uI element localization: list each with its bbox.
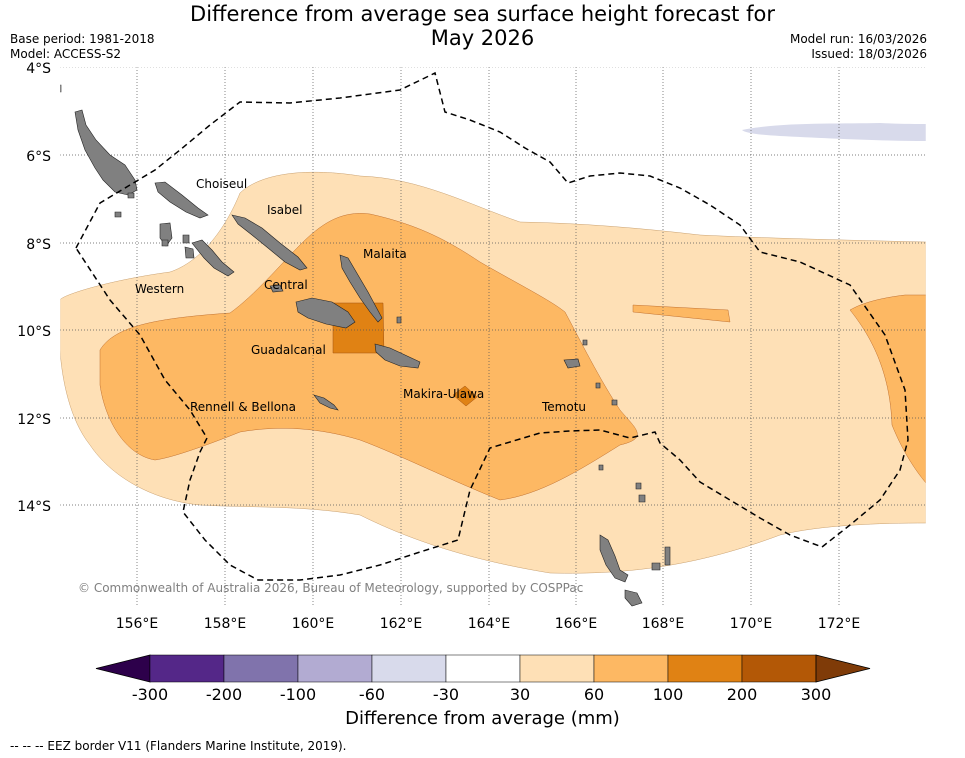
title-line2: May 2026 — [430, 26, 535, 50]
province-label: Makira-Ulawa — [403, 387, 484, 401]
colorbar-tick-label: -60 — [359, 685, 385, 704]
lat-label: 4°S — [26, 61, 51, 77]
lon-label: 160°E — [292, 616, 335, 632]
lat-label: 10°S — [17, 324, 51, 340]
meta-right: Model run: 16/03/2026 Issued: 18/03/2026 — [790, 32, 927, 62]
colorbar-tick-label: 30 — [510, 685, 530, 704]
lat-label: 6°S — [26, 149, 51, 165]
island-isabel — [231, 214, 308, 271]
contour-100-200-small — [452, 385, 478, 407]
island-small-6 — [651, 562, 661, 571]
colorbar-bin — [741, 654, 817, 683]
island-small-12 — [60, 84, 62, 93]
colorbar-tick-label: 100 — [653, 685, 684, 704]
island-small-7 — [664, 546, 671, 566]
colorbar-tick-label: 300 — [801, 685, 832, 704]
colorbar-bin — [297, 654, 373, 683]
model-name: Model: ACCESS-S2 — [10, 47, 122, 61]
lon-label: 166°E — [555, 616, 598, 632]
colorbar-tick-label: -30 — [433, 685, 459, 704]
island-bougainville — [74, 109, 138, 196]
island-small-10 — [182, 234, 190, 244]
island-small-1 — [582, 339, 588, 346]
lat-label: 12°S — [17, 412, 51, 428]
issued-date: Issued: 18/03/2026 — [811, 47, 927, 61]
colorbar: -300 -200 -100 -60 -30 30 60 100 200 300 — [95, 654, 871, 704]
island-florida — [269, 284, 284, 293]
island-malaita — [339, 254, 383, 323]
lon-label: 172°E — [818, 616, 861, 632]
island-small-8 — [114, 211, 122, 218]
lon-label: 164°E — [468, 616, 511, 632]
island-small-11 — [161, 239, 169, 247]
island-choiseul — [154, 181, 209, 219]
colorbar-bin — [667, 654, 743, 683]
forecast-map: 4°S 6°S 8°S 10°S 12°S 14°S 156°E 158°E 1… — [17, 61, 927, 632]
province-label: Guadalcanal — [251, 343, 326, 357]
province-label: Rennell & Bellona — [190, 400, 296, 414]
island-rennell — [313, 394, 339, 411]
island-small-3 — [611, 399, 618, 406]
land — [60, 84, 671, 607]
colorbar-bin — [149, 654, 225, 683]
colorbar-tick-label: -100 — [280, 685, 316, 704]
lon-label: 156°E — [116, 616, 159, 632]
island-malakula — [624, 589, 643, 607]
province-label: Temotu — [541, 400, 586, 414]
lat-label: 8°S — [26, 237, 51, 253]
eez-legend-note: -- -- -- EEZ border V11 (Flanders Marine… — [10, 739, 347, 753]
island-small-4 — [635, 482, 642, 490]
island-makira — [374, 343, 421, 369]
contour-60-100-strip — [632, 304, 731, 323]
colorbar-tick-label: 200 — [727, 685, 758, 704]
colorbar-extend-low — [95, 654, 151, 683]
contour-60-100 — [99, 213, 638, 501]
island-small-9 — [127, 192, 135, 199]
lon-label: 168°E — [642, 616, 685, 632]
meta-left: Base period: 1981-2018 Model: ACCESS-S2 — [10, 32, 155, 62]
colorbar-tick-label: -200 — [206, 685, 242, 704]
colorbar-extend-high — [815, 654, 871, 683]
colorbar-tick-label: 60 — [584, 685, 604, 704]
title-line1: Difference from average sea surface heig… — [190, 2, 775, 26]
island-small-2 — [595, 382, 601, 389]
colorbar-bin — [371, 654, 447, 683]
contour-60-100-east — [849, 294, 926, 484]
island-small-14 — [598, 464, 604, 471]
province-label: Isabel — [267, 203, 302, 217]
lat-label: 14°S — [17, 499, 51, 515]
province-label: Central — [264, 278, 308, 292]
lon-label: 170°E — [730, 616, 773, 632]
province-label: Choiseul — [196, 177, 247, 191]
colorbar-tick-label: -300 — [132, 685, 168, 704]
colorbar-label: Difference from average (mm) — [345, 708, 620, 729]
base-period: Base period: 1981-2018 — [10, 32, 155, 46]
island-guadalcanal — [295, 297, 356, 329]
lon-label: 162°E — [380, 616, 423, 632]
island-small-13 — [396, 316, 402, 324]
eez-border-solomons — [75, 71, 909, 581]
contour-neg-30-60 — [742, 123, 926, 141]
colorbar-bin — [445, 654, 521, 683]
page-title: Difference from average sea surface heig… — [0, 2, 965, 50]
copyright-text: © Commonwealth of Australia 2026, Bureau… — [78, 581, 583, 595]
lon-label: 158°E — [204, 616, 247, 632]
island-kolombangara — [184, 246, 195, 259]
island-small-5 — [638, 494, 646, 503]
island-nendo — [563, 358, 581, 369]
island-new-georgia — [191, 239, 235, 277]
colorbar-bin — [519, 654, 595, 683]
province-label: Malaita — [363, 247, 407, 261]
province-label: Western — [135, 282, 184, 296]
island-santo — [599, 534, 629, 583]
model-run: Model run: 16/03/2026 — [789, 32, 927, 46]
colorbar-bin — [593, 654, 669, 683]
colorbar-bin — [223, 654, 299, 683]
